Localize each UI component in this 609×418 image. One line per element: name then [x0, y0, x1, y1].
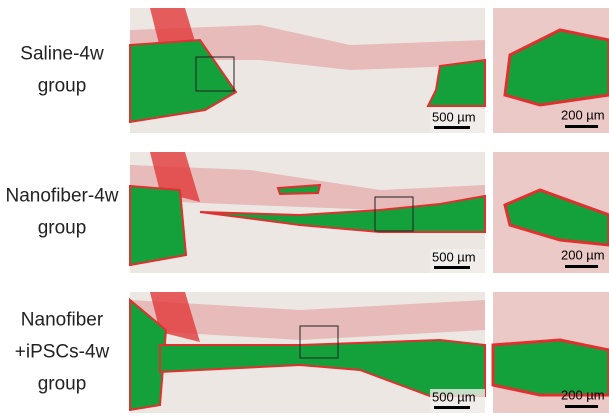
- bone: [130, 186, 186, 265]
- main-image: 500 µm: [130, 292, 485, 413]
- scale-bar: [434, 406, 470, 409]
- scale-bar: [434, 266, 470, 269]
- scale-label: 200 µm: [561, 107, 605, 122]
- scale-label: 500 µm: [432, 109, 476, 124]
- scale-label: 200 µm: [561, 247, 605, 262]
- scale-bar: [434, 126, 470, 129]
- scale-bar: [565, 405, 598, 408]
- row-label: Saline-4w: [20, 44, 104, 65]
- scale-label: 200 µm: [561, 387, 605, 402]
- detail-image: 200 µm: [493, 152, 609, 273]
- scale-bar: [565, 265, 598, 268]
- scale-label: 500 µm: [432, 249, 476, 264]
- scale-label: 500 µm: [432, 389, 476, 404]
- detail-image: 200 µm: [493, 8, 609, 133]
- row-label: group: [38, 76, 87, 97]
- main-image: 500 µm: [130, 8, 485, 133]
- detail-image: 200 µm: [493, 292, 609, 413]
- scale-bar: [565, 125, 598, 128]
- row-label: Nanofiber-4w: [6, 186, 119, 207]
- row-label: group: [38, 218, 87, 239]
- row-label: +iPSCs-4w: [15, 342, 110, 363]
- figure: Saline-4w group 500 µm 200 µm Nanofiber-4w gr…: [0, 0, 609, 418]
- row-label: Nanofiber: [21, 310, 104, 331]
- row-label: group: [38, 374, 87, 395]
- main-image: 500 µm: [130, 152, 485, 273]
